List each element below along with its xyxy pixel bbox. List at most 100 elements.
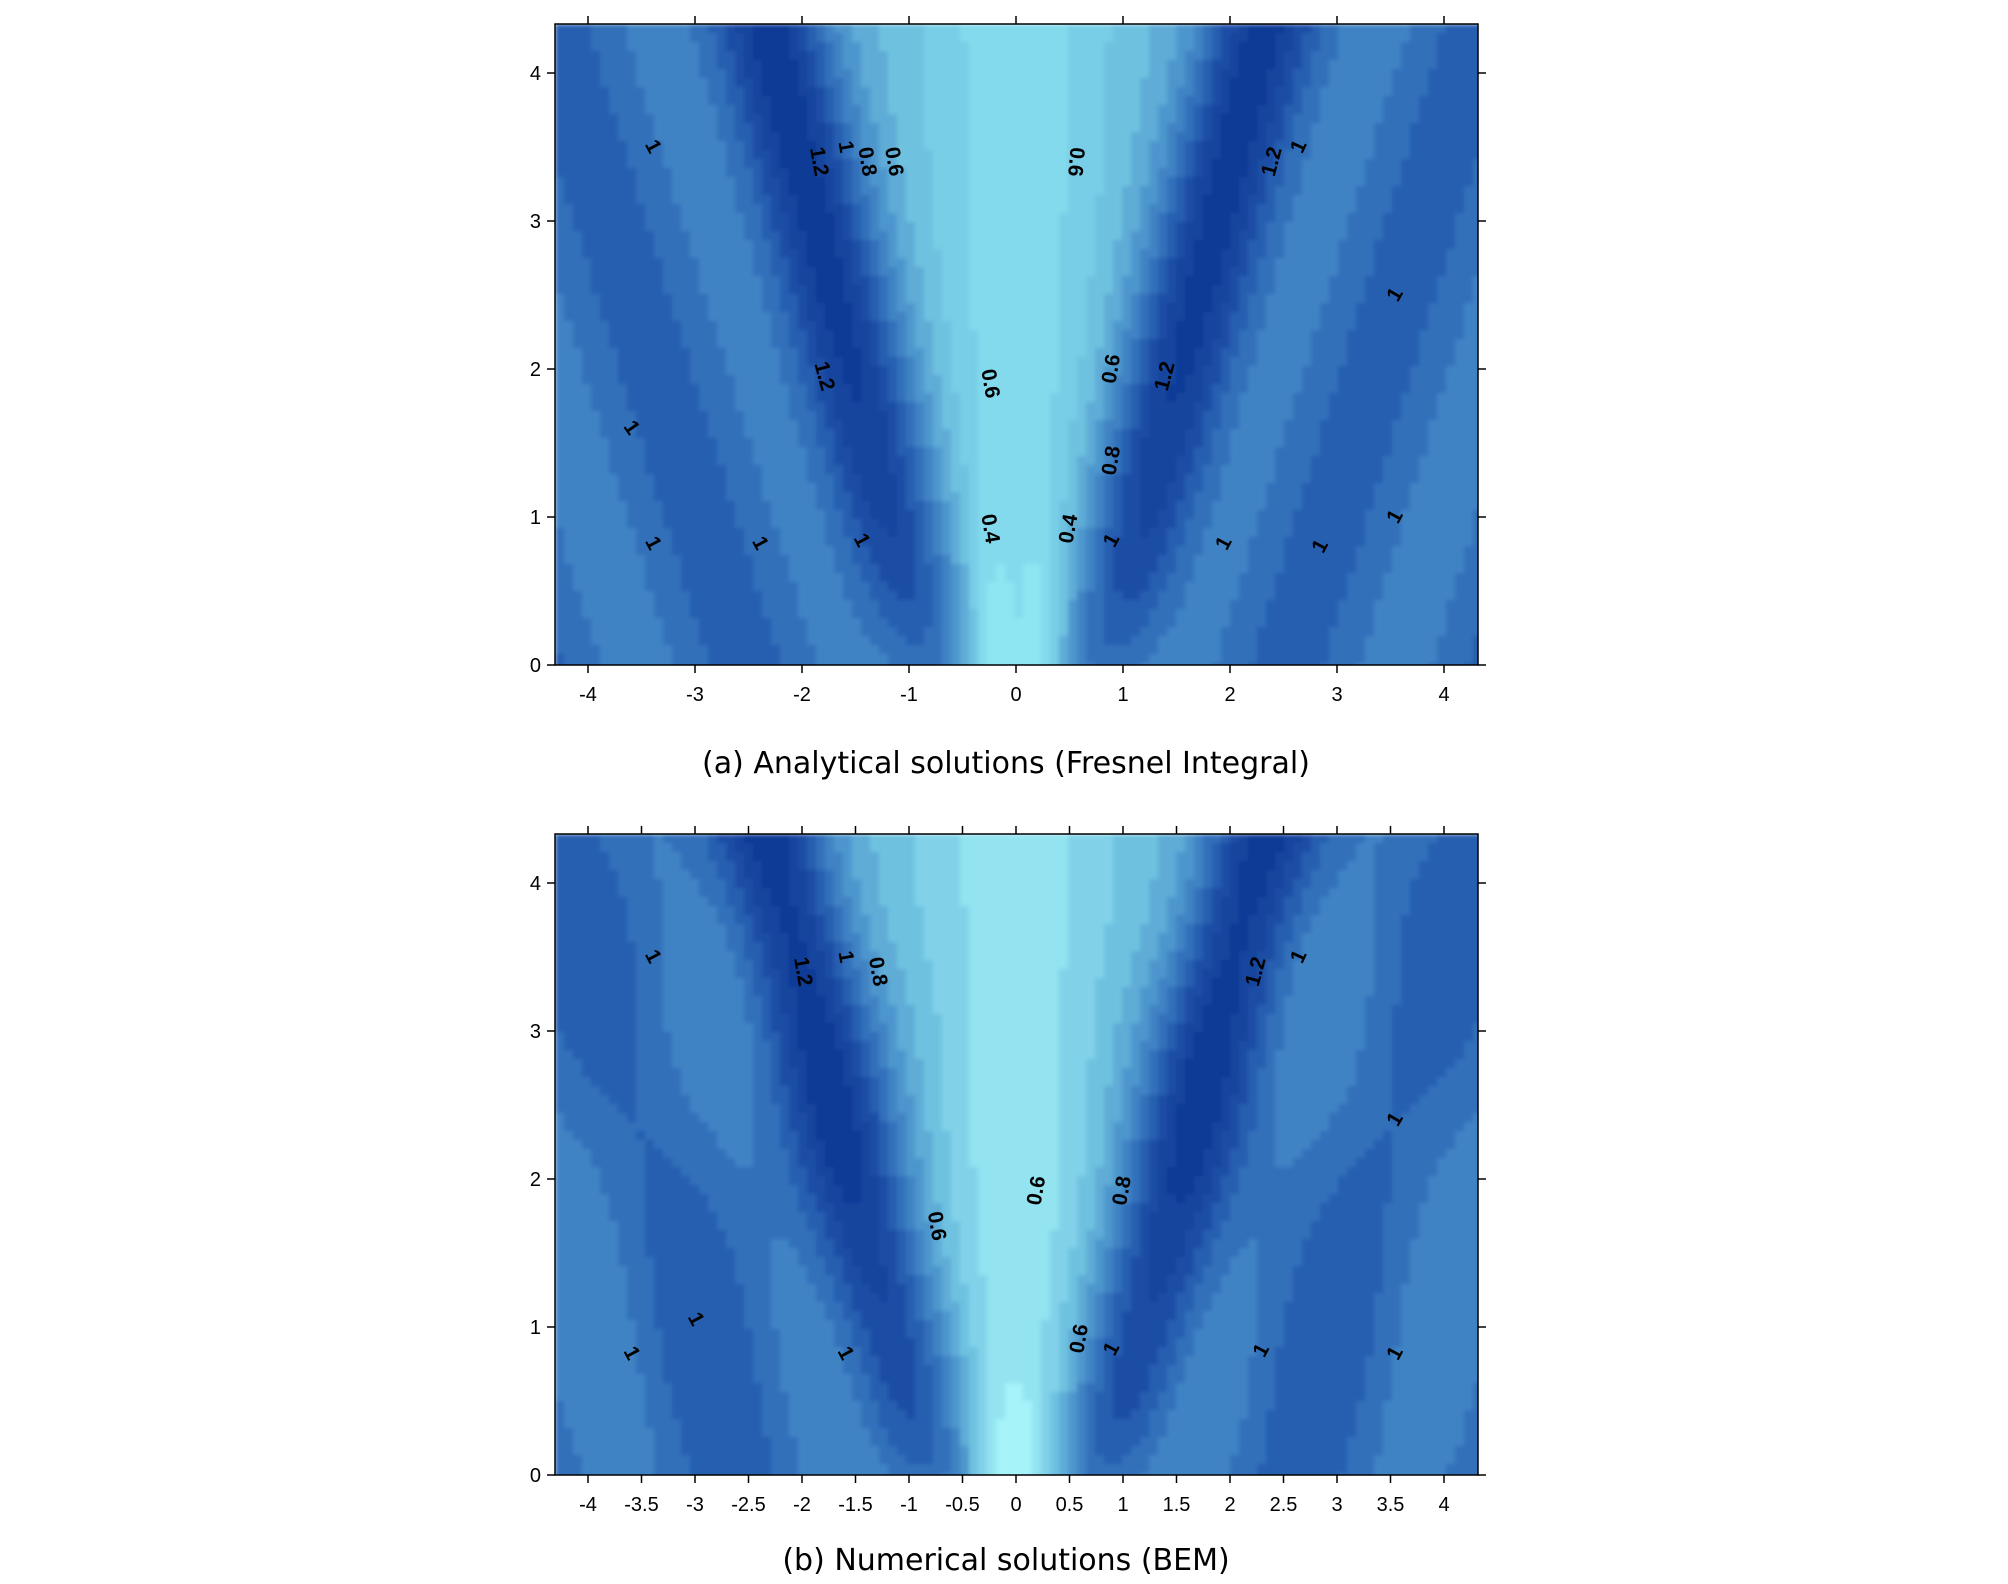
field-cell (1140, 186, 1150, 196)
field-cell (1221, 213, 1231, 223)
field-cell (1167, 348, 1177, 358)
field-cell (915, 420, 925, 430)
field-cell (1464, 240, 1474, 250)
field-cell (1041, 78, 1051, 88)
field-cell (915, 402, 925, 412)
field-cell (762, 357, 772, 367)
field-cell (690, 276, 700, 286)
field-cell (825, 240, 835, 250)
field-cell (591, 312, 601, 322)
field-cell (717, 114, 727, 124)
field-cell (1464, 87, 1474, 97)
field-cell (960, 105, 970, 115)
field-cell (870, 375, 880, 385)
field-cell (744, 42, 754, 52)
field-cell (834, 96, 844, 106)
field-cell (1428, 132, 1438, 142)
field-cell (1473, 33, 1478, 43)
field-cell (609, 51, 619, 61)
field-cell (555, 24, 565, 34)
field-cell (1419, 276, 1429, 286)
field-cell (1230, 60, 1240, 70)
field-cell (573, 420, 583, 430)
field-cell (627, 51, 637, 61)
field-cell (717, 366, 727, 376)
field-cell (1113, 69, 1123, 79)
field-cell (807, 339, 817, 349)
field-cell (1131, 411, 1141, 421)
field-cell (1356, 96, 1366, 106)
field-cell (1266, 105, 1276, 115)
field-cell (654, 42, 664, 52)
field-cell (1167, 285, 1177, 295)
field-cell (690, 24, 700, 34)
field-cell (744, 294, 754, 304)
field-cell (663, 114, 673, 124)
field-cell (1185, 384, 1195, 394)
field-cell (1428, 51, 1438, 61)
field-cell (1248, 123, 1258, 133)
field-cell (654, 159, 664, 169)
field-cell (816, 195, 826, 205)
field-cell (969, 402, 979, 412)
field-cell (564, 366, 574, 376)
field-cell (1050, 384, 1060, 394)
field-cell (933, 69, 943, 79)
field-cell (816, 24, 826, 34)
field-cell (1329, 429, 1339, 439)
field-cell (600, 303, 610, 313)
field-cell (1257, 321, 1267, 331)
field-cell (1428, 114, 1438, 124)
field-cell (645, 384, 655, 394)
field-cell (1248, 24, 1258, 34)
field-cell (888, 42, 898, 52)
field-cell (1104, 231, 1114, 241)
field-cell (1266, 177, 1276, 187)
field-cell (1140, 96, 1150, 106)
field-cell (834, 285, 844, 295)
field-cell (1356, 438, 1366, 448)
field-cell (1257, 123, 1267, 133)
field-cell (933, 411, 943, 421)
field-cell (1392, 240, 1402, 250)
field-cell (1329, 258, 1339, 268)
field-cell (1437, 168, 1447, 178)
field-cell (1050, 429, 1060, 439)
field-cell (1041, 357, 1051, 367)
field-cell (915, 249, 925, 259)
field-cell (1212, 321, 1222, 331)
field-cell (1176, 159, 1186, 169)
field-cell (1401, 105, 1411, 115)
field-cell (861, 375, 871, 385)
field-cell (1194, 393, 1204, 403)
field-cell (1104, 51, 1114, 61)
field-cell (1095, 159, 1105, 169)
field-cell (978, 258, 988, 268)
field-cell (1158, 303, 1168, 313)
field-cell (996, 258, 1006, 268)
field-cell (1329, 195, 1339, 205)
field-cell (870, 159, 880, 169)
field-cell (1302, 33, 1312, 43)
field-cell (1176, 384, 1186, 394)
field-cell (753, 141, 763, 151)
field-cell (1257, 366, 1267, 376)
field-cell (555, 348, 565, 358)
field-cell (996, 51, 1006, 61)
field-cell (1077, 168, 1087, 178)
field-cell (1041, 105, 1051, 115)
field-cell (690, 258, 700, 268)
field-cell (1338, 447, 1348, 457)
field-cell (1230, 267, 1240, 277)
field-cell (987, 438, 997, 448)
field-cell (699, 42, 709, 52)
field-cell (843, 195, 853, 205)
field-cell (1437, 330, 1447, 340)
field-cell (1347, 339, 1357, 349)
field-cell (924, 249, 934, 259)
field-cell (951, 267, 961, 277)
field-cell (735, 42, 745, 52)
field-cell (726, 303, 736, 313)
field-cell (1410, 78, 1420, 88)
field-cell (1050, 96, 1060, 106)
